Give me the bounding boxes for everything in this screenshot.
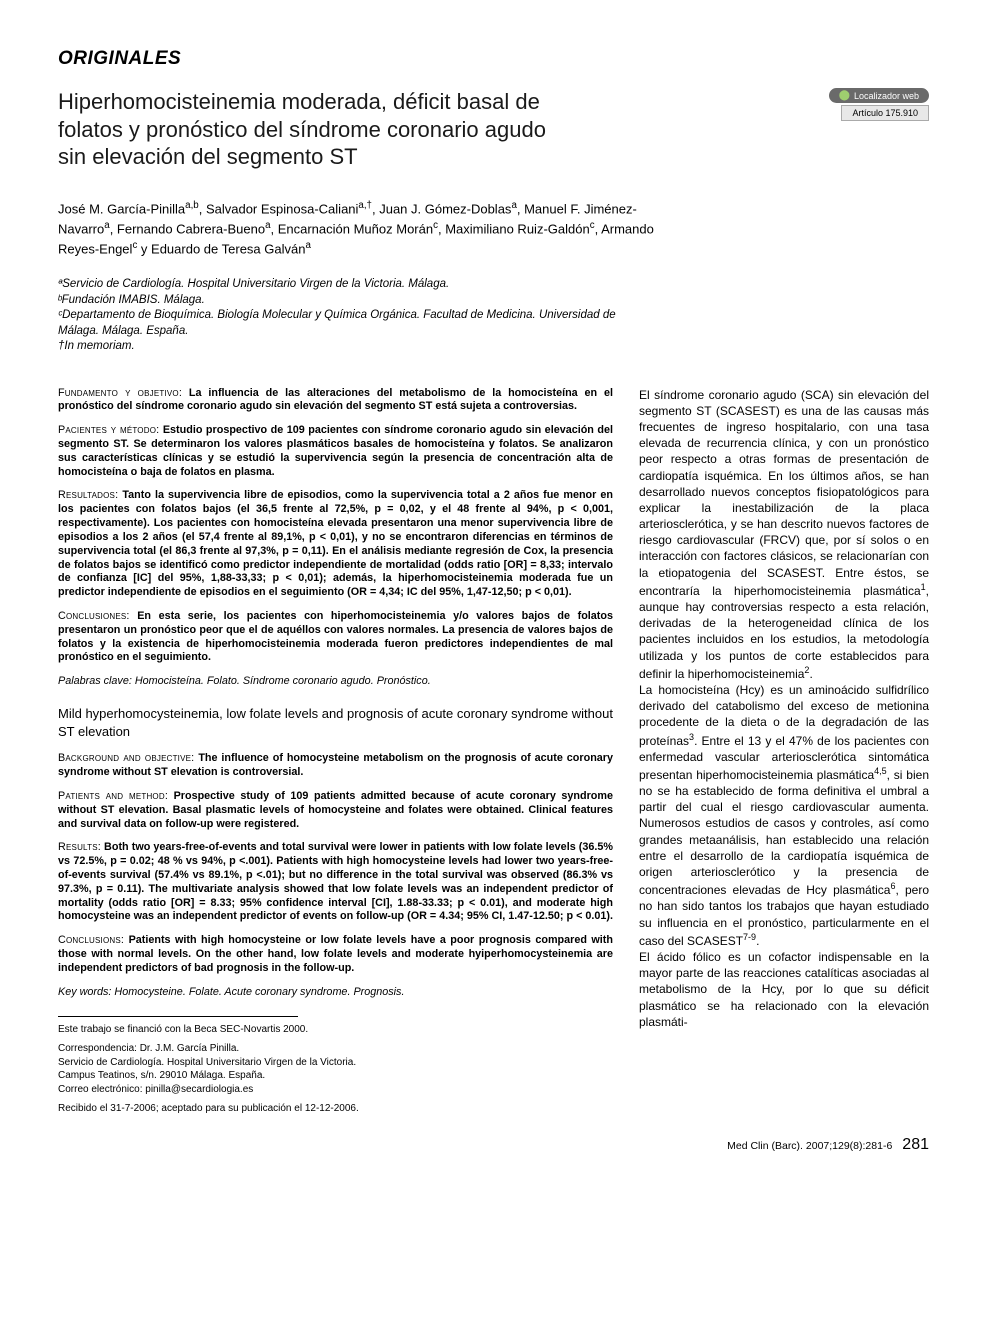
abstract-lead: Conclusions: (58, 934, 124, 946)
abstract-lead: Results: (58, 841, 101, 853)
abstract-en-conclusions: Conclusions: Patients with high homocyst… (58, 934, 613, 975)
affiliation-line: ᵇFundación IMABIS. Málaga. (58, 293, 658, 309)
title-row: Hiperhomocisteinemia moderada, déficit b… (58, 88, 929, 171)
abstract-en-patients: Patients and method: Prospective study o… (58, 790, 613, 831)
web-locator-badge: Localizador web (829, 88, 929, 103)
keywords-text: Homocysteine. Folate. Acute coronary syn… (114, 986, 404, 998)
abstract-es-conclusiones: Conclusiones: En esta serie, los pacient… (58, 610, 613, 665)
correspondence-line: Correo electrónico: pinilla@secardiologi… (58, 1084, 253, 1095)
footer-citation: Med Clin (Barc). 2007;129(8):281-6 (727, 1140, 892, 1152)
authors: José M. García-Pinillaa,b, Salvador Espi… (58, 199, 658, 260)
abstract-es-pacientes: Pacientes y método: Estudio prospectivo … (58, 424, 613, 479)
abstract-lead: Resultados: (58, 489, 118, 501)
right-column-body: El síndrome coronario agudo (SCA) sin el… (639, 387, 929, 1030)
abstract-lead: Conclusiones: (58, 610, 130, 622)
abstract-es-resultados: Resultados: Tanto la supervivencia libre… (58, 489, 613, 600)
abstract-es-fundamento: Fundamento y objetivo: La influencia de … (58, 387, 613, 415)
keywords-es: Palabras clave: Homocisteína. Folato. Sí… (58, 675, 613, 687)
funding-note: Este trabajo se financió con la Beca SEC… (58, 1023, 613, 1037)
abstract-text: En esta serie, los pacientes con hiperho… (58, 610, 613, 663)
received-note: Recibido el 31-7-2006; aceptado para su … (58, 1102, 613, 1116)
abstract-en-background: Background and objective: The influence … (58, 752, 613, 780)
abstract-lead: Fundamento y objetivo: (58, 387, 182, 399)
affiliation-line: ªServicio de Cardiología. Hospital Unive… (58, 277, 658, 293)
two-column-body: Fundamento y objetivo: La influencia de … (58, 387, 929, 1122)
web-locator-article: Artículo 175.910 (841, 105, 929, 121)
footnotes: Este trabajo se financió con la Beca SEC… (58, 1023, 613, 1116)
abstract-text: Both two years-free-of-events and total … (58, 841, 613, 922)
page-footer: Med Clin (Barc). 2007;129(8):281-6 281 (58, 1136, 929, 1154)
correspondence-line: Campus Teatinos, s/n. 29010 Málaga. Espa… (58, 1070, 265, 1081)
abstract-lead: Patients and method: (58, 790, 168, 802)
page-number: 281 (902, 1136, 929, 1154)
correspondence-line: Servicio de Cardiología. Hospital Univer… (58, 1057, 356, 1068)
affiliations: ªServicio de Cardiología. Hospital Unive… (58, 277, 658, 355)
correspondence-line: Correspondencia: Dr. J.M. García Pinilla… (58, 1043, 239, 1054)
web-locator: Localizador web Artículo 175.910 (829, 88, 929, 121)
correspondence: Correspondencia: Dr. J.M. García Pinilla… (58, 1042, 613, 1096)
abstract-text: Patients with high homocysteine or low f… (58, 934, 613, 974)
abstract-lead: Background and objective: (58, 752, 194, 764)
left-column: Fundamento y objetivo: La influencia de … (58, 387, 613, 1122)
affiliation-line: ᶜDepartamento de Bioquímica. Biología Mo… (58, 308, 658, 339)
section-label: ORIGINALES (58, 48, 929, 70)
keywords-text: Homocisteína. Folato. Síndrome coronario… (135, 675, 431, 687)
keywords-lead: Key words: (58, 986, 111, 998)
keywords-lead: Palabras clave: (58, 675, 132, 687)
footnote-divider (58, 1016, 298, 1017)
abstract-lead: Pacientes y método: (58, 424, 159, 436)
abstract-en-results: Results: Both two years-free-of-events a… (58, 841, 613, 924)
article-title: Hiperhomocisteinemia moderada, déficit b… (58, 88, 558, 171)
keywords-en: Key words: Homocysteine. Folate. Acute c… (58, 986, 613, 998)
affiliation-line: †In memoriam. (58, 339, 658, 355)
english-title: Mild hyperhomocysteinemia, low folate le… (58, 705, 613, 740)
abstract-text: Tanto la supervivencia libre de episodio… (58, 489, 613, 598)
